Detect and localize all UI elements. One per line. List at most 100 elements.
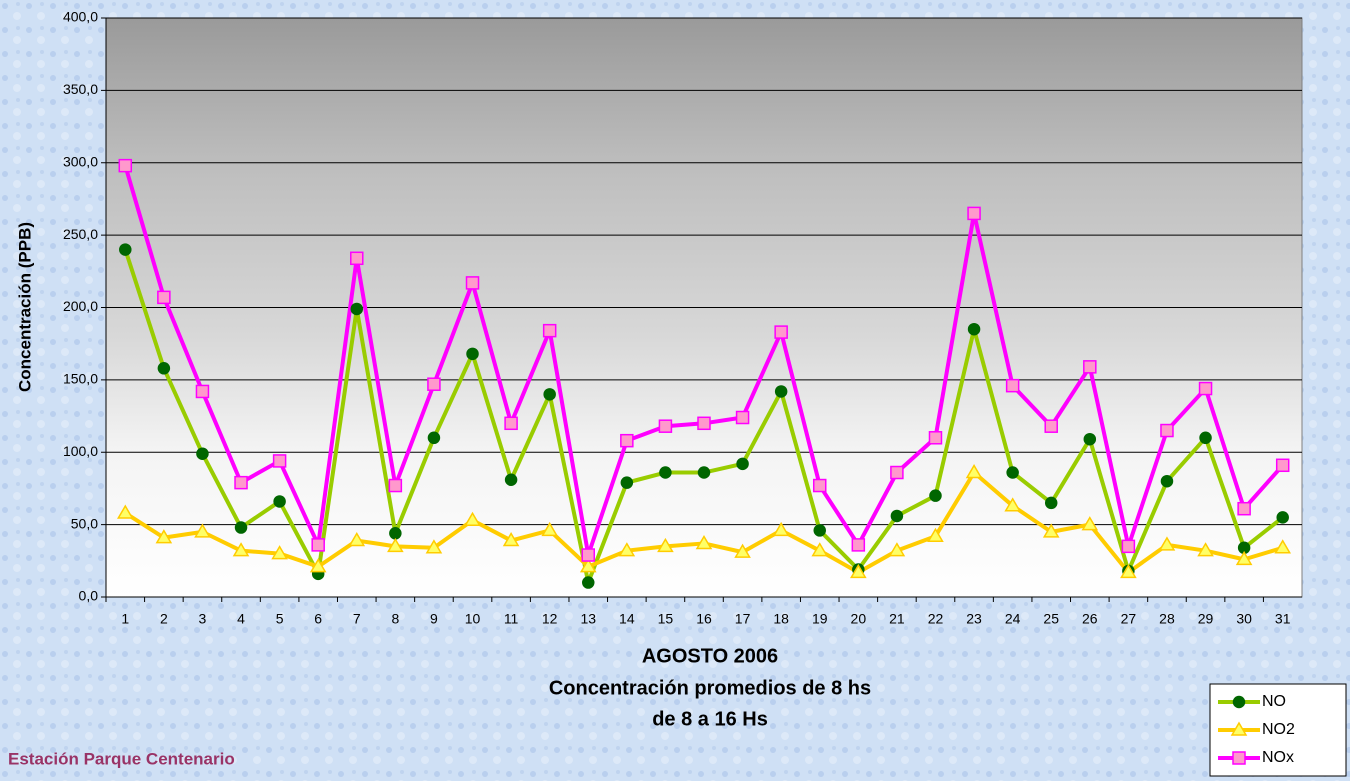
marker <box>774 325 788 339</box>
marker <box>581 548 596 562</box>
x-tick-label: 16 <box>696 611 712 627</box>
marker <box>309 558 327 573</box>
marker <box>118 158 133 173</box>
marker <box>543 388 556 401</box>
marker <box>1083 432 1097 446</box>
marker <box>1199 431 1212 445</box>
x-tick-label: 8 <box>391 611 399 627</box>
marker <box>234 521 248 534</box>
marker <box>1158 536 1176 551</box>
marker <box>350 302 364 316</box>
marker <box>387 537 404 553</box>
marker <box>155 529 173 544</box>
marker <box>735 410 750 425</box>
marker <box>1160 423 1174 438</box>
marker <box>1276 511 1289 524</box>
marker <box>850 563 867 579</box>
x-tick-label: 2 <box>160 611 168 627</box>
x-tick-label: 21 <box>889 611 905 627</box>
marker <box>119 243 132 256</box>
marker <box>1237 501 1251 516</box>
marker <box>1235 550 1253 566</box>
y-tick-label: 150,0 <box>63 371 98 387</box>
x-tick-label: 20 <box>851 611 867 627</box>
legend-label: NO <box>1262 693 1286 710</box>
marker <box>196 447 209 460</box>
marker <box>425 539 443 554</box>
x-tick-label: 23 <box>966 611 982 627</box>
legend-label: NOx <box>1262 749 1294 766</box>
marker <box>736 457 749 471</box>
marker <box>311 538 325 552</box>
x-tick-label: 27 <box>1121 611 1137 627</box>
marker <box>1274 539 1292 554</box>
x-tick-label: 30 <box>1236 611 1252 627</box>
marker <box>1044 496 1058 510</box>
marker <box>851 538 866 552</box>
marker <box>157 290 171 305</box>
x-tick-label: 29 <box>1198 611 1214 627</box>
marker <box>1120 563 1137 579</box>
y-axis-label: Concentración (PPB) <box>15 222 34 392</box>
marker <box>541 521 558 537</box>
marker <box>928 431 943 445</box>
marker <box>1044 419 1058 433</box>
marker <box>542 323 557 338</box>
marker <box>427 431 441 445</box>
marker <box>1275 458 1290 473</box>
marker <box>504 473 518 487</box>
x-tick-label: 3 <box>199 611 207 627</box>
marker <box>579 558 597 573</box>
x-tick-label: 28 <box>1159 611 1175 627</box>
marker <box>929 489 942 502</box>
marker <box>657 537 674 553</box>
marker <box>620 433 634 448</box>
marker <box>465 276 480 290</box>
marker <box>1081 516 1099 531</box>
marker <box>273 495 286 508</box>
marker <box>272 454 287 468</box>
marker <box>1121 539 1136 554</box>
marker <box>811 542 829 557</box>
x-tick-label: 19 <box>812 611 828 627</box>
x-tick-label: 4 <box>237 611 245 627</box>
y-tick-label: 300,0 <box>63 153 98 169</box>
marker <box>967 322 981 336</box>
marker <box>734 543 751 558</box>
x-tick-label: 18 <box>773 611 789 627</box>
marker <box>389 527 402 540</box>
marker <box>582 576 595 589</box>
x-tick-label: 15 <box>658 611 674 627</box>
marker <box>1160 474 1174 488</box>
y-tick-label: 100,0 <box>63 443 98 459</box>
marker <box>1083 360 1097 374</box>
marker <box>774 385 788 398</box>
marker <box>695 534 713 550</box>
marker <box>195 384 210 399</box>
marker <box>1004 497 1021 512</box>
y-tick-label: 250,0 <box>63 226 98 242</box>
marker <box>618 542 636 557</box>
marker <box>194 523 211 538</box>
y-tick-label: 200,0 <box>63 298 98 314</box>
marker <box>466 347 479 361</box>
x-tick-label: 5 <box>276 611 284 627</box>
marker <box>890 509 904 523</box>
marker <box>659 466 672 479</box>
marker <box>234 475 248 490</box>
title: Concentración promedios de 8 hs <box>549 677 871 699</box>
marker <box>388 478 403 493</box>
x-tick-label: 31 <box>1275 611 1291 627</box>
x-tick-label: 24 <box>1005 611 1021 627</box>
y-tick-label: 0,0 <box>79 588 99 604</box>
marker <box>812 478 827 493</box>
x-tick-label: 26 <box>1082 611 1098 627</box>
y-tick-label: 50,0 <box>71 515 98 531</box>
legend-marker <box>1232 751 1246 765</box>
marker <box>232 542 250 557</box>
x-tick-label: 13 <box>580 611 596 627</box>
legend-marker <box>1232 695 1246 709</box>
marker <box>772 521 790 537</box>
marker <box>1006 466 1019 479</box>
